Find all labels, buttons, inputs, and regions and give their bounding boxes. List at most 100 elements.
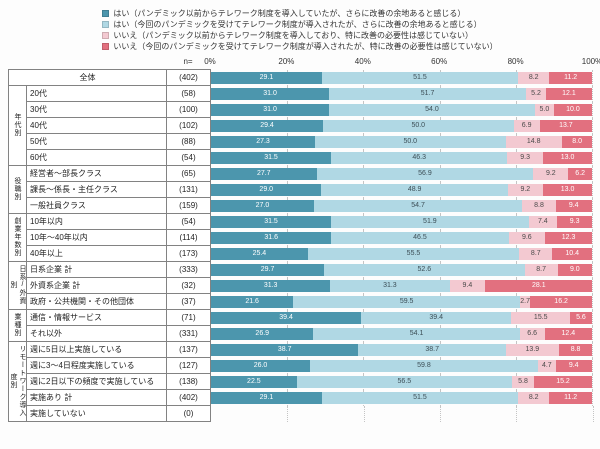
row-n: (114) <box>166 229 211 246</box>
chart-row: 60代 (54) 31.5 46.3 9.3 13.0 <box>9 149 593 166</box>
row-bar-cell: 21.6 59.5 2.7 16.2 <box>211 293 593 310</box>
stacked-bar: 31.0 54.0 5.0 10.0 <box>211 103 592 116</box>
bar-segment-3: 12.1 <box>545 87 592 100</box>
bar-segment-1: 48.9 <box>321 183 508 196</box>
chart-row: 実施あり 計 (402) 29.1 51.5 8.2 11.2 <box>9 389 593 406</box>
chart-row: 50代 (88) 27.3 50.0 14.8 8.0 <box>9 133 593 150</box>
stacked-bar: 26.9 54.1 6.6 12.4 <box>211 327 592 340</box>
bar-segment-0: 29.1 <box>211 71 322 84</box>
group-label: 日系/外資別 <box>8 261 27 310</box>
row-bar-cell: 38.7 38.7 13.9 8.8 <box>211 341 593 358</box>
bar-value: 4.7 <box>541 362 552 369</box>
legend-label: いいえ（パンデミック以前からテレワーク制度を導入しており、特に改善の必要性は感じ… <box>113 31 473 40</box>
bar-row: 31.5 51.9 7.4 9.3 <box>211 213 593 230</box>
bar-value: 31.6 <box>264 234 278 241</box>
row-label: 60代 <box>26 149 167 166</box>
row-bar-cell: 27.0 54.7 8.8 9.4 <box>211 197 593 214</box>
row-label: 10年～40年以内 <box>26 229 167 246</box>
bar-segment-2: 5.8 <box>511 375 535 388</box>
bar-value: 55.5 <box>406 250 421 257</box>
row-n: (402) <box>166 389 211 406</box>
bar-segment-2: 5.2 <box>526 87 546 100</box>
row-bar-cell: 31.0 51.7 5.2 12.1 <box>211 85 593 102</box>
bar-value: 5.0 <box>539 106 550 113</box>
bar-segment-2: 8.7 <box>524 263 558 276</box>
bar-value: 8.8 <box>534 202 544 209</box>
bar-value: 13.9 <box>525 346 540 353</box>
gridline <box>592 293 593 310</box>
chart-row: 10年～40年以内 (114) 31.6 46.5 9.6 12.3 <box>9 229 593 246</box>
row-bar-cell: 29.0 48.9 9.2 13.0 <box>211 181 593 198</box>
row-bar-cell: 29.1 51.5 8.2 11.2 <box>211 69 593 86</box>
row-n: (58) <box>166 85 211 102</box>
bar-segment-1: 50.0 <box>323 119 514 132</box>
group-label: 役職別 <box>8 165 27 214</box>
bar-segment-2: 6.9 <box>513 119 540 132</box>
bar-row: 31.0 54.0 5.0 10.0 <box>211 101 593 118</box>
row-bar-cell: 29.7 52.6 8.7 9.0 <box>211 261 593 278</box>
legend-swatch-icon <box>102 21 110 28</box>
bar-value: 8.7 <box>536 266 546 273</box>
bar-segment-2: 7.4 <box>528 215 557 228</box>
gridline <box>592 133 593 150</box>
chart-table-body: 全体 (402) 29.1 51.5 8.2 11.2 年代別 20代 (58) 31.0 51.7… <box>8 69 594 422</box>
bar-row: 27.7 56.9 9.2 6.2 <box>211 165 593 182</box>
gridline <box>592 229 593 246</box>
chart-row: 30代 (100) 31.0 54.0 5.0 10.0 <box>9 101 593 118</box>
bar-value: 51.7 <box>420 90 435 97</box>
bar-segment-2: 2.7 <box>519 295 531 308</box>
legend-swatch-icon <box>102 43 110 50</box>
bar-segment-1: 38.7 <box>358 343 506 356</box>
row-bar-cell: 22.5 56.5 5.8 15.2 <box>211 373 593 390</box>
gridline <box>287 405 289 422</box>
axis-tick: 40% <box>354 57 371 66</box>
row-bar-cell: 29.4 50.0 6.9 13.7 <box>211 117 593 134</box>
axis-tick: 80% <box>507 57 524 66</box>
bar-value: 29.1 <box>259 74 274 81</box>
group-label-text: リモートワーク導入度別 <box>10 344 26 417</box>
row-label: 通信・情報サービス <box>26 309 167 326</box>
bar-value: 54.7 <box>411 202 425 209</box>
bar-segment-1: 46.5 <box>331 231 509 244</box>
row-label: 日系企業 計 <box>26 261 167 278</box>
bar-value: 6.6 <box>527 330 538 337</box>
row-bar-cell: 31.0 54.0 5.0 10.0 <box>211 101 593 118</box>
bar-value: 12.1 <box>562 90 576 97</box>
legend-item-1: はい（今回のパンデミックを受けてテレワーク制度が導入されたが、さらに改善の余地あ… <box>102 19 497 30</box>
bar-segment-1: 54.7 <box>313 199 523 212</box>
bar-segment-2: 9.3 <box>507 151 543 164</box>
bar-value: 29.1 <box>259 394 274 401</box>
row-label: 課長～係長・主任クラス <box>26 181 167 198</box>
group-label-text: 業種別 <box>14 312 21 337</box>
bar-row: 29.4 50.0 6.9 13.7 <box>211 117 593 134</box>
bar-segment-2: 9.2 <box>507 183 543 196</box>
bar-value: 51.9 <box>423 218 437 225</box>
chart-row: 政府・公共機関・その他団体 (37) 21.6 59.5 2.7 16.2 <box>9 293 593 310</box>
bar-value: 29.7 <box>260 266 275 273</box>
bar-segment-3: 15.2 <box>534 375 592 388</box>
gridline <box>439 405 441 422</box>
bar-segment-0: 39.4 <box>211 311 362 324</box>
bar-segment-2: 9.6 <box>508 231 546 244</box>
gridline <box>592 405 594 422</box>
stacked-bar: 22.5 56.5 5.8 15.2 <box>211 375 592 388</box>
chart-row: 週に2日以下の頻度で実施している (138) 22.5 56.5 5.8 15.2 <box>9 373 593 390</box>
stacked-bar: 31.3 31.3 9.4 28.1 <box>211 279 592 292</box>
bar-segment-3: 6.2 <box>568 167 592 180</box>
group-label: 創業年数別 <box>8 213 27 262</box>
bar-segment-0: 38.7 <box>211 343 359 356</box>
bar-row: 21.6 59.5 2.7 16.2 <box>211 293 593 310</box>
bar-value: 51.5 <box>413 74 427 81</box>
bar-value: 31.5 <box>264 154 278 161</box>
bar-segment-3: 12.4 <box>544 327 592 340</box>
bar-segment-0: 29.0 <box>211 183 322 196</box>
bar-segment-1: 31.3 <box>330 279 450 292</box>
legend-label: はい（パンデミック以前からテレワーク制度を導入していたが、さらに改善の余地あると… <box>113 9 466 18</box>
stacked-bar: 27.3 50.0 14.8 8.0 <box>211 135 592 148</box>
bar-segment-0: 29.7 <box>211 263 325 276</box>
axis-tick: 100% <box>581 57 600 66</box>
stacked-bar: 29.1 51.5 8.2 11.2 <box>211 71 592 84</box>
bar-value: 7.4 <box>537 218 548 225</box>
bar-value: 9.4 <box>568 202 579 209</box>
gridline <box>592 341 593 358</box>
